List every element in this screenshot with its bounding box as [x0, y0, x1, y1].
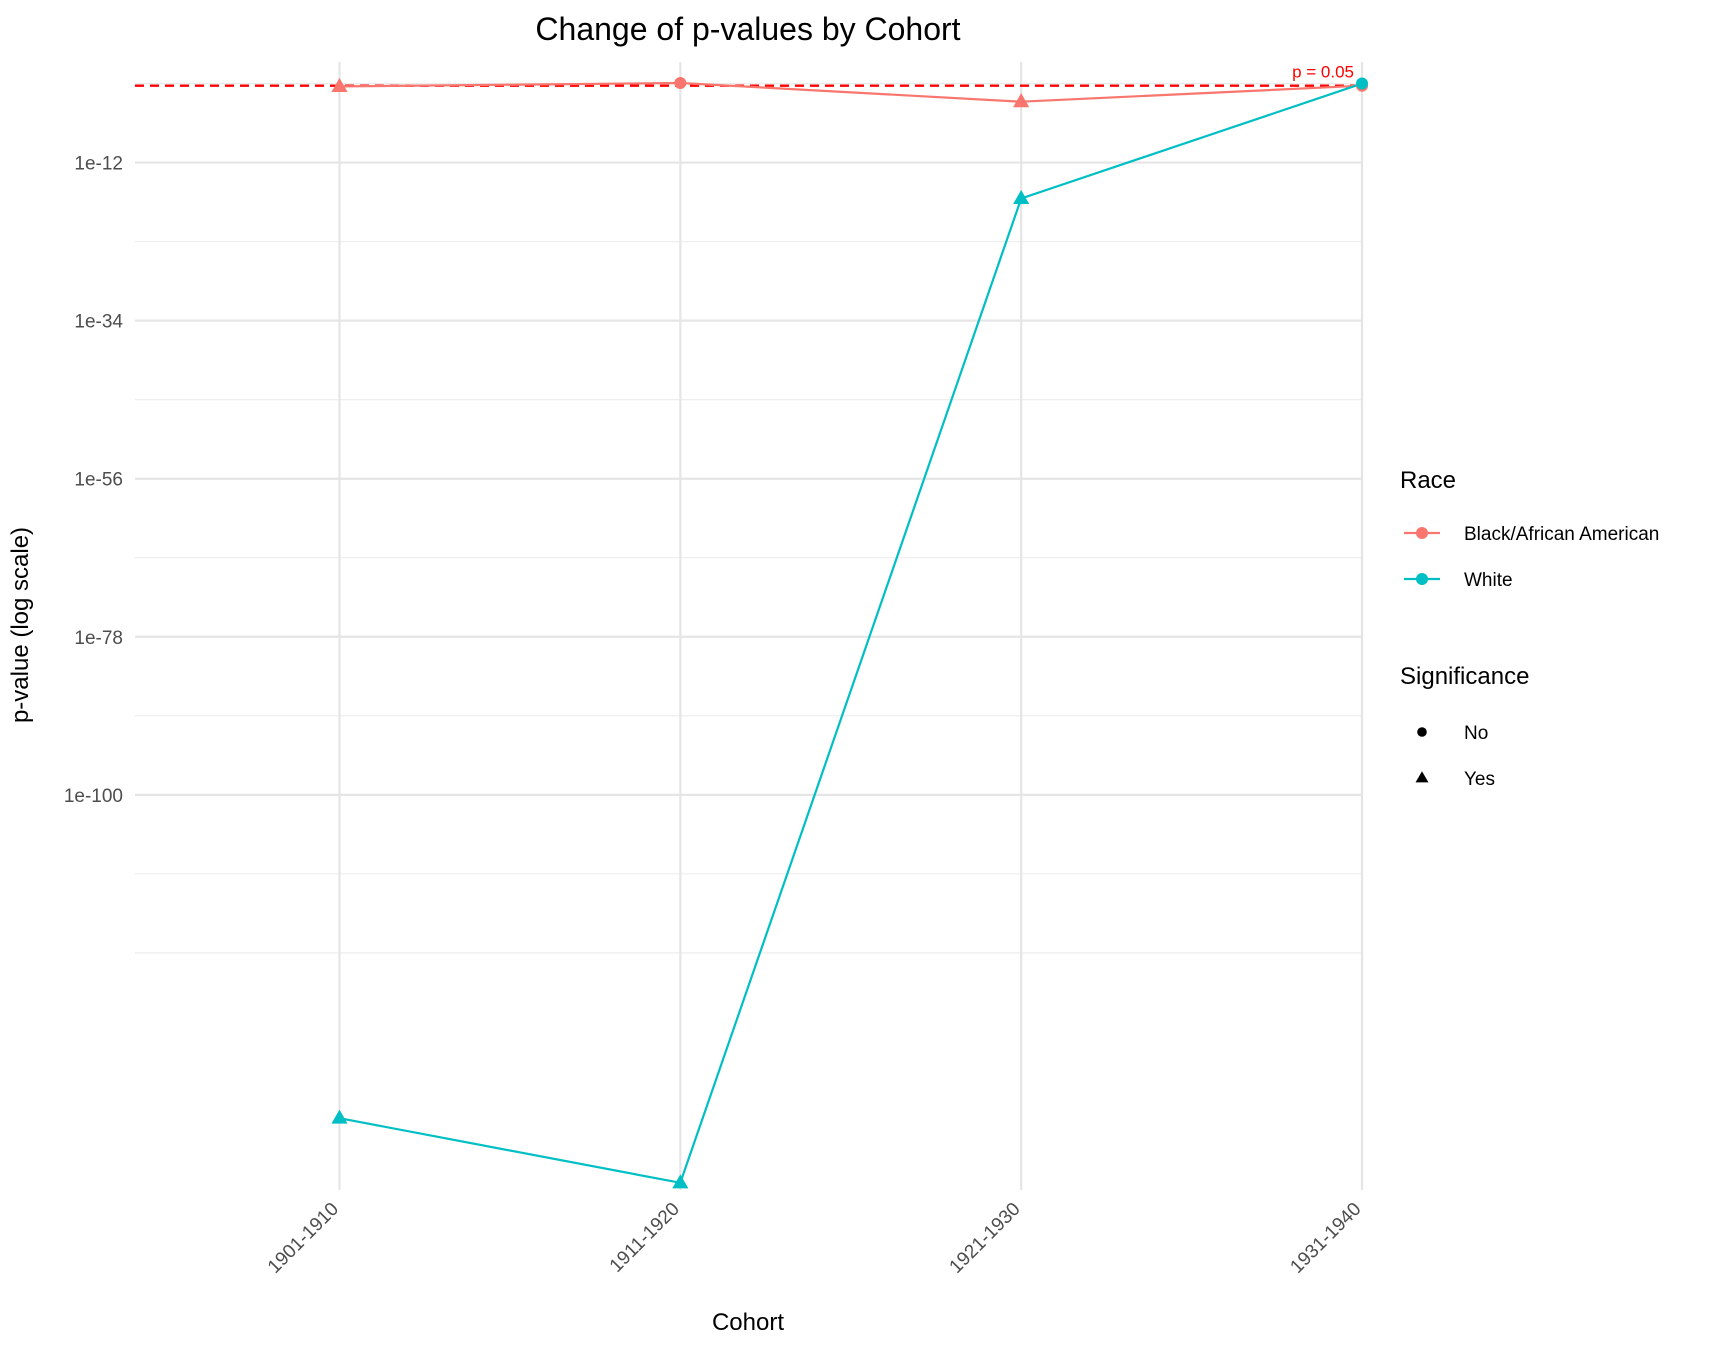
legend-label-significance: Yes [1464, 769, 1495, 790]
x-tick-label: 1931-1940 [1286, 1199, 1365, 1278]
x-tick-label: 1911-1920 [606, 1199, 684, 1277]
legend-title-race: Race [1400, 467, 1456, 494]
data-point-black-african-american [674, 76, 687, 89]
legend-label-significance: No [1464, 723, 1488, 744]
legend-key-dot [1416, 527, 1428, 539]
reference-line-label: p = 0.05 [1292, 63, 1354, 82]
y-tick-label: 1e-78 [74, 628, 123, 649]
series-line-black-african-american [339, 81, 1363, 103]
legend-label-race: White [1464, 570, 1513, 591]
reference-layer: p = 0.05 [135, 63, 1362, 87]
x-tick-label: 1921-1930 [946, 1199, 1025, 1278]
legend-key-shape [1415, 771, 1429, 783]
grid-layer [135, 62, 1364, 1190]
legend: Race Black/African American White Significa… [1400, 467, 1659, 790]
y-tick-label: 1e-56 [74, 470, 123, 491]
data-point-white [672, 1174, 689, 1189]
data-point-black-african-american [1013, 93, 1030, 108]
data-point-white [1356, 77, 1368, 90]
data-point-white [331, 1109, 348, 1124]
legend-key-shape [1417, 727, 1427, 737]
y-tick-label: 1e-12 [74, 154, 123, 175]
data-point-white [1013, 190, 1030, 205]
legend-title-significance: Significance [1400, 663, 1529, 690]
x-tick-label: 1901-1910 [264, 1199, 343, 1278]
chart-title: Change of p-values by Cohort [535, 11, 960, 47]
legend-label-race: Black/African American [1464, 524, 1659, 545]
data-point-black-african-american [331, 77, 348, 92]
y-axis-title: p-value (log scale) [7, 527, 34, 723]
series-line-white [339, 82, 1363, 1185]
y-tick-label: 1e-100 [64, 786, 123, 807]
x-axis-title: Cohort [712, 1309, 784, 1336]
y-tick-label: 1e-34 [74, 312, 123, 333]
series-layer [331, 76, 1368, 1189]
legend-key-dot [1416, 573, 1428, 585]
